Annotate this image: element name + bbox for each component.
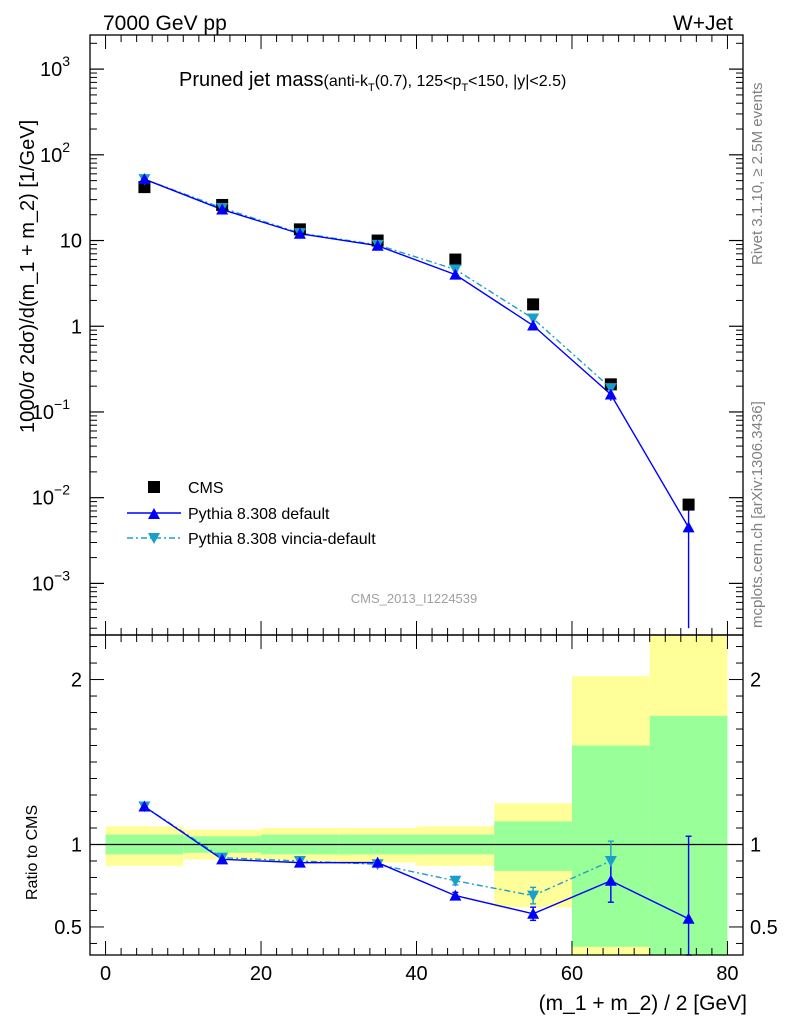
main-cms-point bbox=[449, 253, 462, 266]
main-y-tick-label: 1 bbox=[71, 316, 82, 338]
ratio-default-point bbox=[449, 889, 462, 901]
main-default-line bbox=[144, 178, 690, 528]
ratio-uncertainty-bands bbox=[105, 635, 728, 955]
main-ylabel: 1000/σ 2dσ)/d(m_1 + m_2) [1/GeV] bbox=[17, 120, 39, 433]
plot-title-sub-close: <150, |y|<2.5) bbox=[468, 73, 566, 90]
main-default-point bbox=[216, 203, 229, 215]
ratio-default-point bbox=[216, 853, 229, 865]
plot-title-sub-p: T bbox=[461, 82, 468, 94]
ratio-x-tick-label: 0 bbox=[100, 963, 111, 985]
main-series-layer bbox=[138, 173, 695, 629]
main-default-point bbox=[527, 319, 540, 331]
main-axes: 10−3 10−2 10−1 1 10 102 103 bbox=[32, 35, 743, 635]
main-y-tick-label: 103 bbox=[40, 53, 70, 81]
ratio-green-band bbox=[494, 821, 572, 871]
main-y-tick-label: 10 bbox=[60, 231, 82, 253]
ratio-x-tick-label: 40 bbox=[405, 963, 427, 985]
main-y-tick-label: 10−1 bbox=[32, 396, 70, 424]
legend-default-marker bbox=[148, 508, 160, 519]
legend-vincia-label: Pythia 8.308 vincia-default bbox=[188, 531, 376, 548]
ratio-y-tick-label: 1 bbox=[71, 834, 82, 856]
ratio-x-tick-label: 80 bbox=[716, 963, 738, 985]
plot-title-main: Pruned jet mass bbox=[179, 69, 324, 91]
ratio-axes: 0.5 0.51 12 20 20 40 60 80 bbox=[54, 635, 778, 985]
main-cms-point bbox=[682, 498, 695, 511]
ratio-default-point bbox=[371, 856, 384, 868]
ratio-default-point bbox=[604, 874, 617, 886]
legend-cms-marker bbox=[148, 481, 160, 493]
rivet-version-label: Rivet 3.1.10, ≥ 2.5M events bbox=[749, 83, 766, 266]
ratio-x-tick-label: 60 bbox=[561, 963, 583, 985]
ratio-default-point bbox=[293, 856, 306, 868]
main-vincia-line bbox=[144, 178, 612, 389]
legend-cms-label: CMS bbox=[188, 480, 224, 497]
ratio-vincia-point bbox=[449, 875, 462, 887]
analysis-watermark: CMS_2013_I1224539 bbox=[351, 591, 478, 606]
plot-title: Pruned jet mass(anti-kT(0.7), 125<pT<150… bbox=[179, 69, 566, 94]
main-cms-point bbox=[527, 298, 540, 311]
main-default-point bbox=[604, 388, 617, 400]
ratio-xlabel: (m_1 + m_2) / 2 [GeV] bbox=[539, 992, 747, 1015]
main-y-tick-label: 10−3 bbox=[32, 567, 70, 595]
header-process-label: W+Jet bbox=[673, 12, 733, 35]
main-default-point bbox=[371, 239, 384, 251]
ratio-vincia-point bbox=[527, 890, 540, 902]
header-energy-label: 7000 GeV pp bbox=[103, 12, 227, 35]
ratio-y-tick-label-right: 2 bbox=[750, 670, 761, 692]
ratio-default-point bbox=[682, 912, 695, 924]
ratio-y-tick-label: 2 bbox=[71, 670, 82, 692]
ratio-y-tick-label-right: 1 bbox=[750, 834, 761, 856]
legend-vincia-marker bbox=[148, 533, 160, 544]
ratio-ylabel: Ratio to CMS bbox=[24, 805, 41, 900]
ratio-default-point bbox=[527, 907, 540, 919]
ratio-series-layer bbox=[138, 800, 695, 956]
main-y-tick-label: 10−2 bbox=[32, 482, 70, 510]
main-default-point bbox=[293, 227, 306, 239]
plot-title-sub-mid: (0.7), 125<p bbox=[375, 73, 462, 90]
main-default-point bbox=[138, 173, 151, 185]
main-y-tick-label: 102 bbox=[40, 139, 70, 167]
ratio-default-point bbox=[138, 800, 151, 812]
plot-title-sub-open: (anti-k bbox=[324, 73, 369, 90]
ratio-y-tick-label-right: 0.5 bbox=[750, 917, 778, 939]
legend-default-label: Pythia 8.308 default bbox=[188, 506, 330, 523]
mcplots-label: mcplots.cern.ch [arXiv:1306.3436] bbox=[749, 401, 766, 628]
main-default-point bbox=[449, 268, 462, 280]
legend: CMS Pythia 8.308 default Pythia 8.308 vi… bbox=[127, 480, 376, 548]
plot-title-sub-k: T bbox=[368, 82, 375, 94]
main-vincia-point bbox=[527, 313, 540, 325]
main-default-point bbox=[682, 521, 695, 533]
ratio-vincia-point bbox=[604, 855, 617, 867]
ratio-y-tick-label: 0.5 bbox=[54, 917, 82, 939]
ratio-x-tick-label: 20 bbox=[250, 963, 272, 985]
ratio-default-line bbox=[144, 805, 689, 920]
